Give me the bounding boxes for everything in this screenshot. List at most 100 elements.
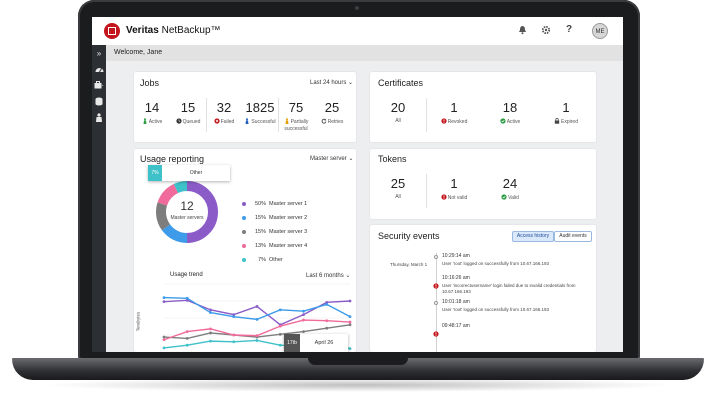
trend-point[interactable] (255, 334, 259, 338)
tab-access-history[interactable]: Access history (512, 231, 554, 242)
trend-point[interactable] (162, 346, 166, 350)
trend-point[interactable] (302, 330, 305, 333)
donut-slice[interactable] (186, 181, 218, 243)
trend-point[interactable] (348, 347, 352, 350)
trend-point[interactable] (232, 333, 236, 337)
jobs-retries-label: Retries (327, 119, 344, 125)
user-avatar[interactable]: ME (592, 23, 608, 39)
jobs-active-stat[interactable]: Active (134, 118, 170, 126)
sidebar-item-storage[interactable] (92, 97, 106, 109)
tokens-valid-stat[interactable]: Valid (482, 194, 538, 202)
legend-item[interactable]: 15% Master server 3 (242, 225, 307, 239)
trend-point[interactable] (209, 331, 212, 335)
security-event[interactable]: 10:01:18 am User 'root' logged on success… (432, 299, 592, 321)
trend-point[interactable] (209, 327, 212, 331)
trend-point[interactable] (278, 343, 282, 347)
trend-point[interactable] (325, 326, 329, 330)
tokens-not-valid-icon (441, 194, 447, 202)
help-icon[interactable]: ? (566, 24, 573, 35)
trend-point[interactable] (185, 337, 189, 340)
trend-point[interactable] (302, 318, 305, 322)
trend-point[interactable] (278, 332, 282, 336)
jobs-failed-count: 32 (216, 100, 232, 115)
trend-point[interactable] (232, 340, 236, 344)
trend-point[interactable] (255, 305, 259, 308)
legend-item[interactable]: 7% Other (242, 253, 307, 267)
usage-filter-dropdown[interactable]: Master server ⌄ (310, 155, 353, 162)
cert-active-label: Active (506, 119, 521, 125)
trend-point[interactable] (278, 324, 282, 328)
trend-point[interactable] (209, 308, 212, 312)
trend-point[interactable] (232, 313, 236, 316)
legend-item[interactable]: 15% Master server 2 (242, 211, 307, 225)
trend-point[interactable] (209, 311, 212, 314)
trend-point[interactable] (348, 323, 352, 327)
jobs-partial-label: Partially successful (284, 119, 309, 132)
bell-icon[interactable] (518, 25, 527, 38)
trend-point[interactable] (325, 300, 329, 304)
trend-point[interactable] (255, 339, 259, 342)
jobs-successful-stat[interactable]: Successful (242, 118, 278, 126)
gear-icon[interactable] (541, 25, 551, 38)
jobs-range-dropdown[interactable]: Last 24 hours ⌄ (310, 79, 353, 86)
veritas-logo-icon[interactable] (104, 23, 120, 39)
trend-point[interactable] (348, 315, 352, 319)
event-text: User 'root' logged on successfully from … (442, 307, 550, 312)
trend-point[interactable] (162, 296, 166, 299)
security-event[interactable]: 10:29:14 am User 'root' logged on success… (432, 253, 592, 275)
jobs-retries-stat[interactable]: Retries (314, 118, 350, 126)
trend-point[interactable] (325, 303, 329, 306)
trend-point[interactable] (185, 343, 189, 347)
trend-point[interactable] (232, 315, 236, 319)
trend-point[interactable] (302, 313, 305, 316)
donut-slice[interactable] (157, 183, 179, 206)
cert-active-stat[interactable]: Active (482, 118, 538, 126)
trend-point[interactable] (185, 298, 189, 302)
legend-dot (242, 257, 246, 262)
sidebar-expand-button[interactable]: » (96, 49, 102, 58)
trend-point[interactable] (255, 317, 259, 321)
tokens-all-stat[interactable]: All (370, 194, 426, 200)
cert-expired-stat[interactable]: Expired (538, 118, 594, 126)
sidebar-item-workloads[interactable] (92, 81, 106, 93)
trend-point[interactable] (302, 309, 305, 313)
cert-revoked-stat[interactable]: Revoked (426, 118, 482, 126)
trend-point[interactable] (185, 296, 189, 300)
laptop-shadow (40, 378, 676, 392)
tokens-not-valid-count: 1 (450, 176, 458, 191)
legend-item[interactable]: 50% Master server 1 (242, 197, 307, 211)
cert-all-stat[interactable]: All (370, 118, 426, 124)
legend-item[interactable]: 13% Master server 4 (242, 239, 307, 253)
app-screen: Veritas NetBackup™ ? ME » Welcome, Jane … (92, 17, 623, 352)
cert-revoked-icon (441, 118, 447, 126)
sidebar-item-security[interactable] (92, 113, 106, 125)
trend-point[interactable] (348, 320, 352, 324)
jobs-failed-icon (214, 118, 220, 126)
trend-point[interactable] (325, 319, 329, 323)
donut-slice[interactable] (156, 202, 171, 231)
chevron-down-icon: ⌄ (348, 156, 354, 162)
trend-point[interactable] (348, 299, 352, 303)
sidebar-item-dashboard[interactable] (92, 65, 106, 77)
laptop-notch (308, 358, 408, 365)
jobs-queued-stat[interactable]: Queued (170, 118, 206, 126)
jobs-failed-stat[interactable]: Failed (206, 118, 242, 126)
event-dot-icon (434, 301, 438, 305)
trend-point[interactable] (185, 330, 189, 333)
trend-range-dropdown[interactable]: Last 6 months ⌄ (306, 272, 350, 279)
top-bar: Veritas NetBackup™ ? ME (92, 17, 623, 46)
security-event[interactable]: 09:48:17 am (432, 323, 592, 345)
trend-point[interactable] (209, 339, 212, 343)
tokens-not-valid-stat[interactable]: Not valid (426, 194, 482, 202)
jobs-partial-stat[interactable]: Partially successful (278, 118, 314, 132)
trend-point[interactable] (162, 335, 166, 339)
trend-point[interactable] (162, 338, 166, 342)
event-day: Thursday, March 1 (390, 262, 428, 267)
donut-slice[interactable] (161, 224, 188, 243)
tab-audit-events[interactable]: Audit events (554, 231, 592, 242)
security-event[interactable]: 10:16:26 am User 'incorrectusername' logi… (432, 275, 592, 297)
trend-point[interactable] (162, 300, 166, 304)
donut-slice[interactable] (173, 181, 188, 194)
trend-point[interactable] (278, 308, 282, 312)
legend-label: Master server 2 (269, 215, 308, 221)
